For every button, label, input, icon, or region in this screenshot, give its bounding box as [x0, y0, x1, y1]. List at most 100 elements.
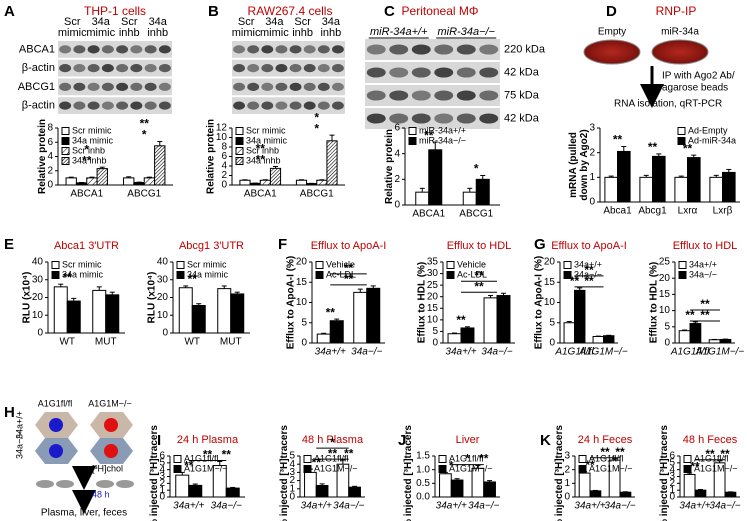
- legend-swatch: [683, 455, 692, 463]
- legend-swatch: [438, 455, 447, 463]
- bar: [578, 472, 591, 498]
- bar: [603, 335, 615, 344]
- blot-band: [233, 64, 245, 73]
- blot-band: [289, 45, 302, 54]
- blot-band: [434, 67, 454, 78]
- x-tick-label: A1G1fl/fl: [554, 347, 594, 358]
- bar: [592, 336, 604, 344]
- bar: [709, 176, 724, 203]
- legend-swatch: [303, 455, 312, 463]
- x-tick-label: WT: [184, 337, 200, 348]
- significance: **: [82, 153, 92, 167]
- y-tick-label: 5: [664, 321, 670, 332]
- bar: [619, 491, 632, 498]
- y-tick-label: 3: [159, 471, 165, 482]
- panel-letter: I: [157, 432, 161, 449]
- step: agarose beads: [662, 83, 728, 94]
- blot-band: [101, 82, 114, 91]
- blot-band: [73, 64, 86, 73]
- legend-label: miR-34a+/+: [419, 125, 466, 135]
- lane-label: Scr: [64, 16, 81, 28]
- y-tick-label: 0: [664, 338, 670, 349]
- significance: **: [690, 459, 700, 473]
- y-tick-label: 2: [669, 478, 675, 489]
- legend-swatch: [315, 261, 324, 269]
- blot-band: [317, 101, 330, 110]
- legend-swatch: [235, 127, 244, 135]
- blot-band: [434, 44, 454, 55]
- y-tick-label: 0: [669, 492, 675, 503]
- y-tick-label: 0: [394, 200, 400, 211]
- bar: [652, 155, 666, 203]
- significance: **: [188, 272, 198, 286]
- legend-swatch: [61, 147, 70, 155]
- blot-band: [247, 64, 260, 73]
- chart-title: 48 h Plasma: [302, 434, 364, 446]
- chart-title: Efflux to ApoA-I: [311, 240, 387, 252]
- y-tick-label: 1.5: [416, 451, 430, 462]
- lane-label: Scr: [238, 16, 255, 28]
- significance: **: [648, 140, 658, 154]
- blot-band: [289, 64, 302, 73]
- y-tick-label: 0: [159, 492, 165, 503]
- bar: [678, 330, 691, 344]
- bar: [239, 179, 251, 186]
- panel-letter: J: [398, 432, 406, 449]
- row-label: 75 kDa: [504, 89, 540, 101]
- y-tick-label: 3: [669, 471, 675, 482]
- blot-band: [434, 90, 454, 101]
- bar: [483, 481, 496, 498]
- blot-band: [261, 45, 274, 54]
- blot-band: [87, 82, 100, 91]
- blot-band: [144, 82, 157, 91]
- y-tick-label: 2: [47, 165, 53, 176]
- x-tick-label: A1G1M−/−: [578, 347, 628, 358]
- blot-band: [261, 82, 274, 91]
- chart-title: Liver: [456, 434, 480, 446]
- blot-band: [411, 90, 431, 101]
- y-tick-label: 6: [394, 123, 400, 134]
- bar: [722, 171, 736, 203]
- legend-swatch: [303, 465, 312, 473]
- legend-label: A1G1M−/−: [694, 463, 738, 473]
- blot-strip: [58, 41, 172, 58]
- significance: **: [474, 279, 484, 293]
- bar: [589, 490, 602, 498]
- y-axis-label: RLU (x10⁴): [21, 272, 32, 324]
- significance: *: [314, 121, 319, 135]
- y-tick-label: 1: [589, 172, 595, 183]
- y-axis-label: Relative protein: [37, 119, 48, 194]
- bar: [230, 293, 245, 334]
- bar: [96, 168, 108, 186]
- blot-band: [434, 113, 454, 124]
- y-tick-label: 1: [669, 485, 675, 496]
- legend-label: 34a inhb: [72, 155, 107, 165]
- legend-swatch: [677, 127, 686, 135]
- significance: *: [142, 128, 147, 142]
- x-tick-label: ABCG1: [459, 209, 493, 220]
- significance: **: [326, 305, 336, 319]
- legend-label: Scr mimic: [72, 125, 112, 135]
- significance: **: [585, 458, 595, 472]
- bar: [428, 149, 443, 206]
- legend-swatch: [578, 465, 587, 473]
- legend-label: Scr inhb: [246, 145, 279, 155]
- bar: [191, 304, 206, 334]
- legend-swatch: [235, 147, 244, 155]
- bar: [304, 471, 317, 498]
- group-label: A1G1fl/fl: [38, 398, 73, 408]
- y-axis-label: Efflux to ApoA-I (%): [533, 256, 544, 350]
- blot-band: [303, 101, 316, 110]
- blot-band: [411, 67, 431, 78]
- lane-label: inhb: [147, 27, 168, 39]
- group-label: A1G1M−/−: [88, 398, 132, 408]
- blot-band: [366, 113, 386, 124]
- blot-band: [275, 82, 288, 91]
- legend-swatch: [578, 455, 587, 463]
- x-tick-label: ABCA1: [412, 209, 445, 220]
- significance: **: [184, 459, 194, 473]
- blot-band: [479, 67, 499, 78]
- x-tick-label: 34a+/+: [445, 347, 476, 358]
- significance: *: [314, 110, 319, 124]
- nucleus: [49, 418, 63, 432]
